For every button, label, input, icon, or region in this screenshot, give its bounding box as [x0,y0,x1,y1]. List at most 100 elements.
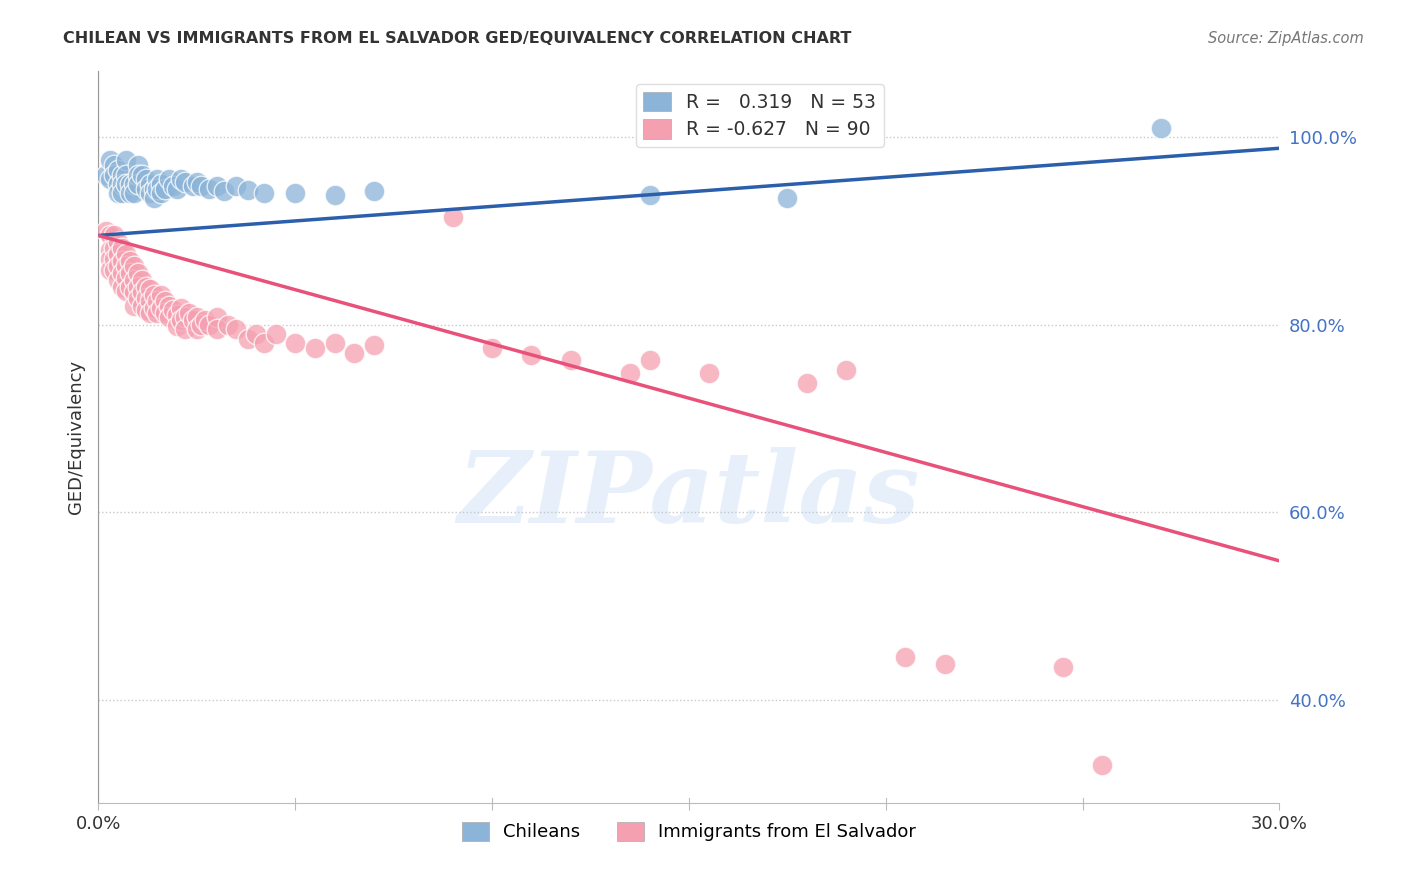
Point [776,191,799,205]
Point [107,260,129,274]
Point [111,177,134,191]
Point [127,158,149,172]
Point [122,272,145,286]
Point [197,181,219,195]
Text: Source: ZipAtlas.com: Source: ZipAtlas.com [1208,31,1364,46]
Point [1052,660,1074,674]
Point [166,319,188,334]
Point [284,186,307,201]
Point [146,294,169,309]
Point [186,175,208,189]
Point [115,247,138,261]
Point [481,341,503,355]
Point [127,266,149,280]
Point [115,270,138,285]
Text: ZIPatlas: ZIPatlas [458,448,920,544]
Point [98,263,121,277]
Point [150,177,173,191]
Point [170,172,193,186]
Point [1150,120,1173,135]
Point [162,178,184,193]
Point [115,153,138,168]
Point [122,299,145,313]
Point [142,287,165,301]
Point [181,313,204,327]
Point [142,191,165,205]
Point [245,326,267,341]
Point [166,308,188,322]
Point [363,185,385,199]
Point [155,294,177,309]
Point [118,280,141,294]
Point [127,280,149,294]
Point [115,168,138,182]
Point [122,260,145,274]
Point [115,284,138,298]
Point [118,177,141,191]
Point [138,186,160,201]
Point [214,185,236,199]
Point [98,153,121,168]
Point [697,367,720,381]
Point [441,210,464,224]
Point [111,186,134,201]
Point [131,168,153,182]
Point [111,168,134,182]
Point [150,301,173,315]
Point [122,285,145,299]
Point [146,172,169,186]
Point [166,181,188,195]
Point [138,177,160,191]
Point [225,178,247,193]
Point [98,243,121,257]
Point [174,322,197,336]
Point [190,318,212,332]
Point [194,313,217,327]
Point [135,172,157,186]
Point [135,280,157,294]
Point [205,322,228,336]
Point [107,272,129,286]
Point [146,181,169,195]
Point [174,175,197,189]
Point [894,650,917,665]
Point [98,172,121,186]
Point [155,306,177,320]
Point [131,285,153,299]
Legend: Chileans, Immigrants from El Salvador: Chileans, Immigrants from El Salvador [454,814,924,848]
Point [111,266,134,280]
Point [107,177,129,191]
Point [236,182,259,196]
Point [131,299,153,313]
Point [162,303,184,318]
Point [127,177,149,191]
Text: CHILEAN VS IMMIGRANTS FROM EL SALVADOR GED/EQUIVALENCY CORRELATION CHART: CHILEAN VS IMMIGRANTS FROM EL SALVADOR G… [63,31,852,46]
Point [103,263,125,277]
Point [170,313,193,327]
Point [96,224,118,238]
Point [115,260,138,274]
Point [135,181,157,195]
Point [111,280,134,294]
Point [135,291,157,305]
Point [142,301,165,315]
Point [157,310,180,324]
Point [138,282,160,296]
Point [138,294,160,309]
Point [157,172,180,186]
Point [253,186,276,201]
Point [190,178,212,193]
Point [205,310,228,324]
Point [197,318,219,332]
Point [225,322,247,336]
Point [323,188,346,202]
Point [157,299,180,313]
Point [236,332,259,346]
Point [186,322,208,336]
Point [304,341,326,355]
Point [107,235,129,249]
Point [934,657,956,671]
Point [111,241,134,255]
Point [323,336,346,351]
Point [111,253,134,268]
